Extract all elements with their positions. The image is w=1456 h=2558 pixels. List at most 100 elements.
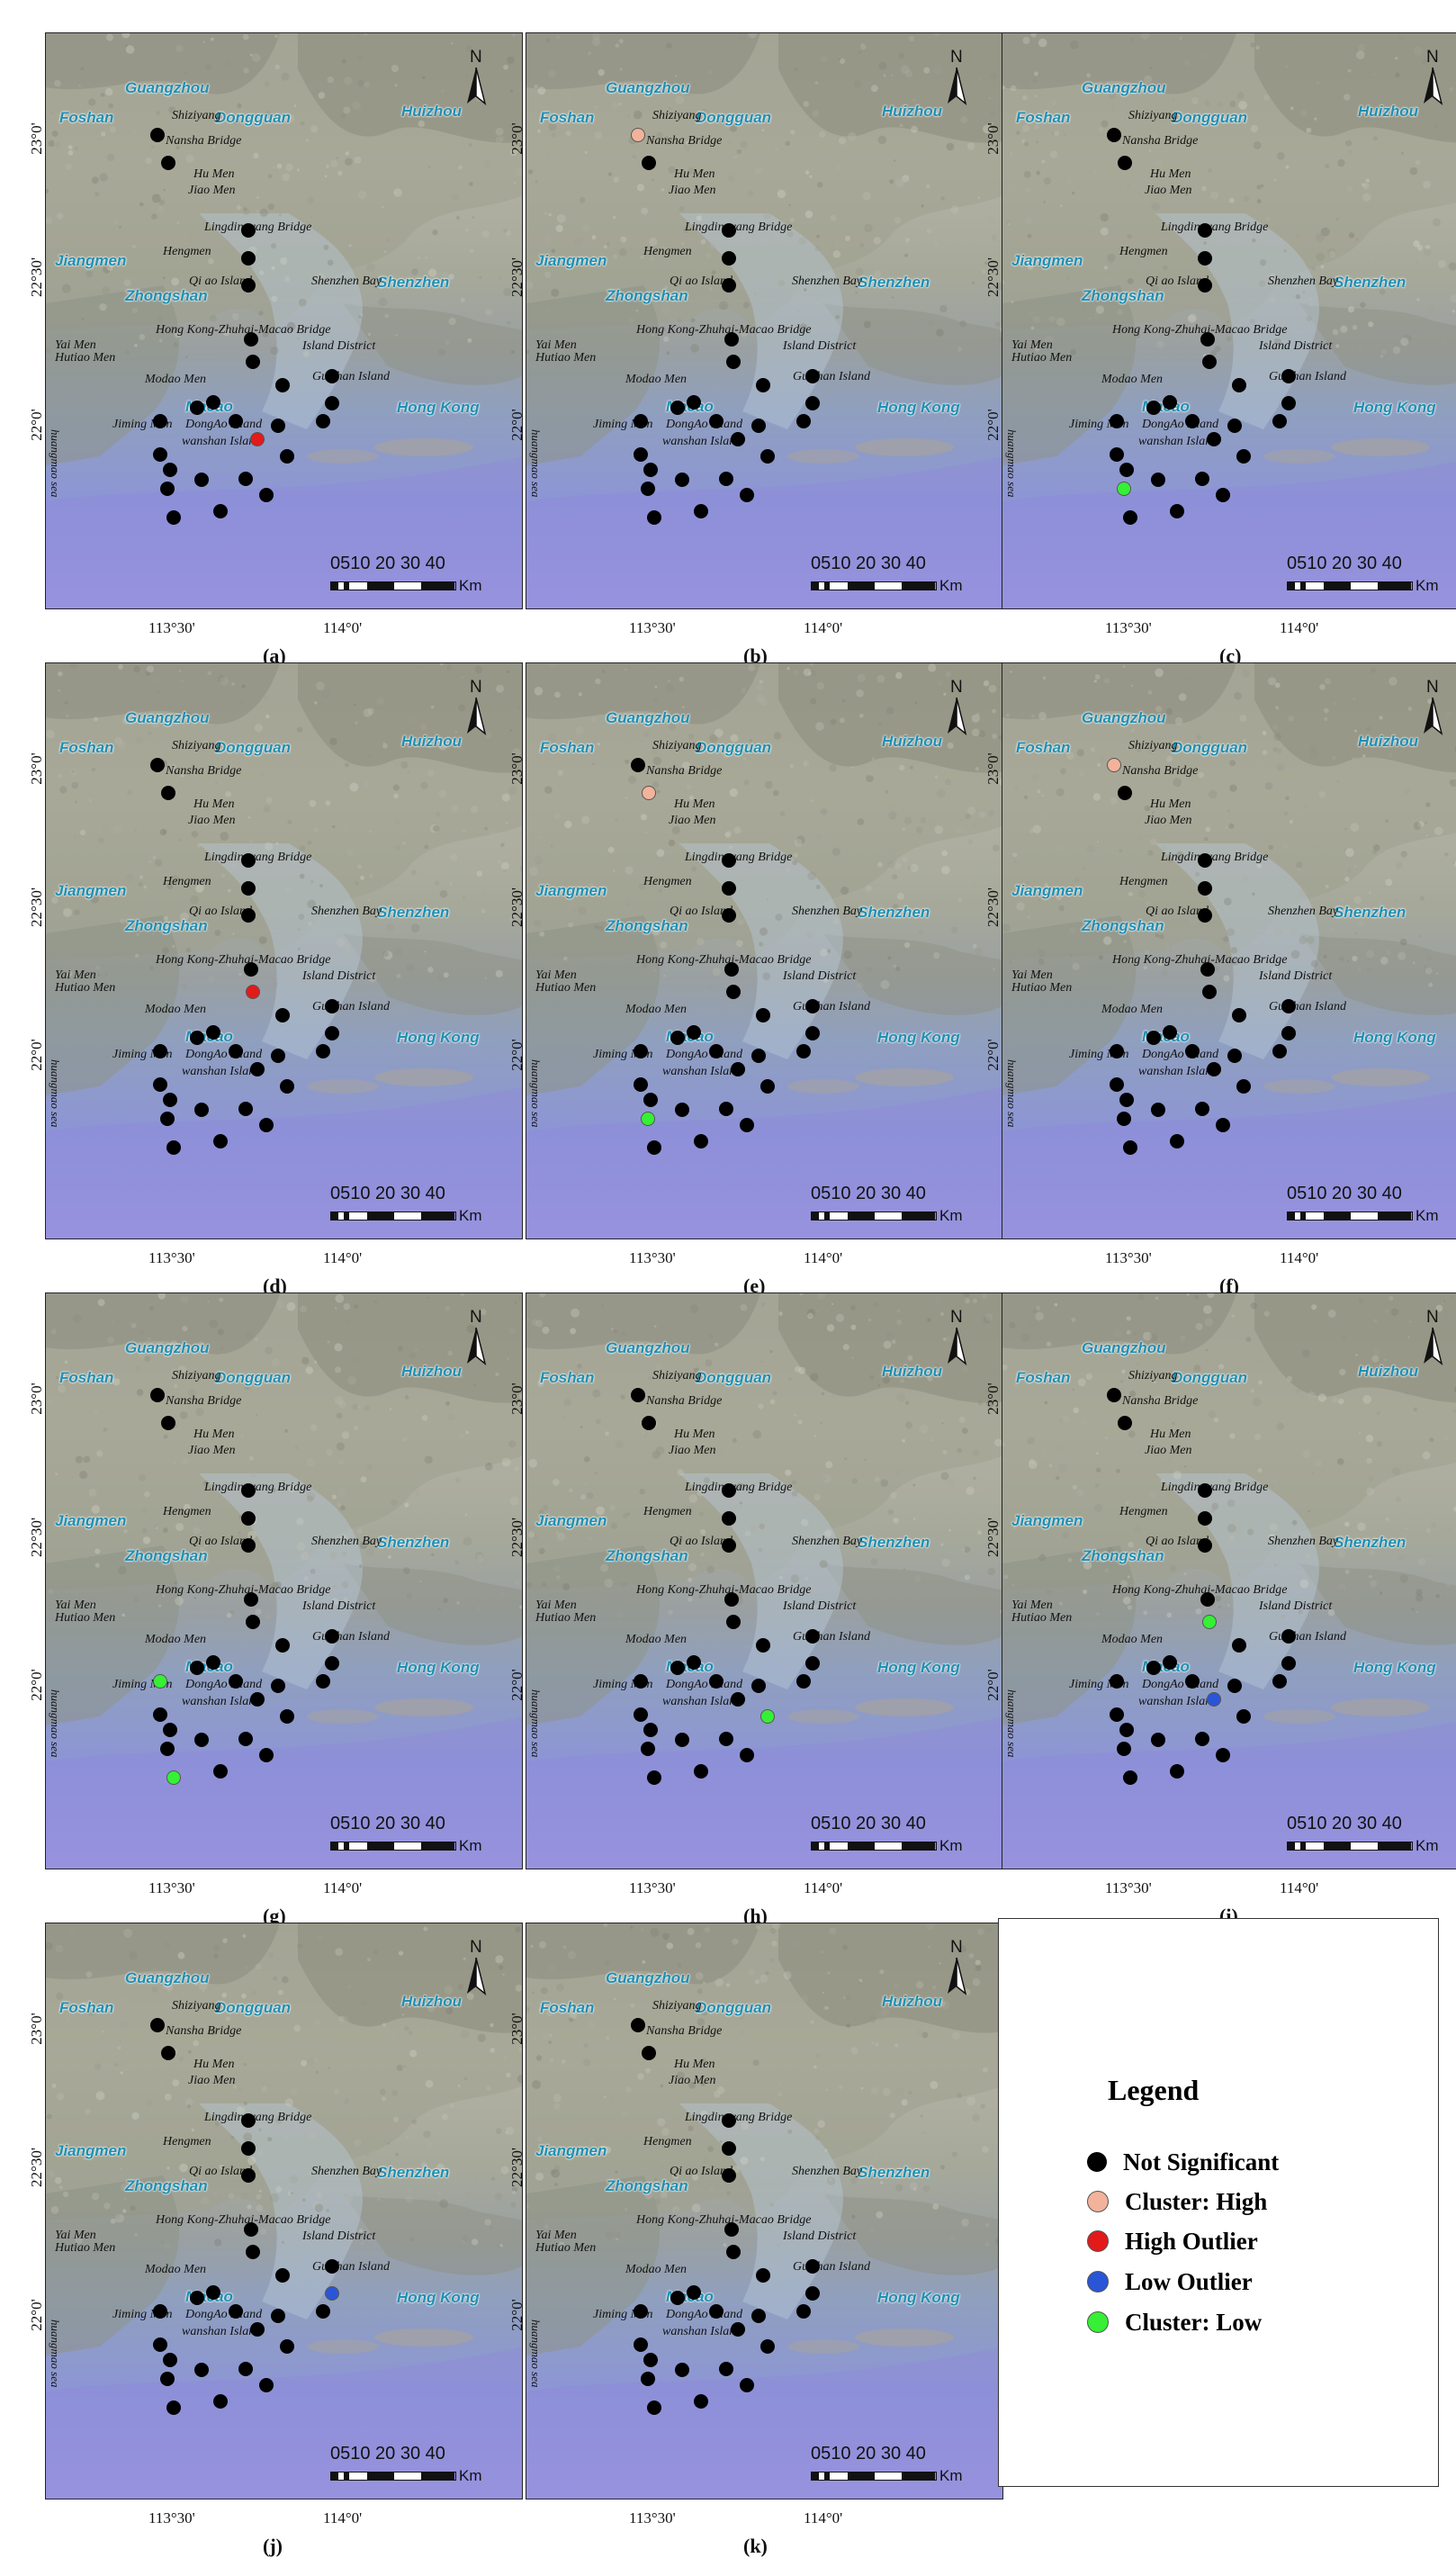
map-texture-speck: [1103, 936, 1111, 944]
map-texture-speck: [244, 1966, 247, 1969]
station-marker: [760, 1079, 775, 1094]
map-texture-speck: [1209, 168, 1212, 172]
map-texture-speck: [749, 664, 756, 671]
map-texture-speck: [644, 732, 650, 737]
latitude-label: 23°0': [508, 107, 526, 170]
map-texture-speck: [417, 257, 420, 260]
map-texture-speck: [135, 1366, 140, 1372]
station-marker: [241, 908, 256, 923]
map-texture-speck: [464, 2077, 468, 2081]
map-texture-speck: [696, 1942, 702, 1949]
map-texture-speck: [461, 298, 465, 302]
map-texture-speck: [794, 68, 797, 71]
map-texture-speck: [950, 205, 958, 213]
scale-unit: Km: [459, 1207, 482, 1225]
map-texture-speck: [381, 750, 383, 752]
map-texture-speck: [314, 828, 319, 833]
station-marker: [1119, 1723, 1134, 1737]
map-texture-speck: [741, 140, 748, 148]
map-texture-speck: [595, 1472, 598, 1474]
map-texture-speck: [1134, 1526, 1141, 1533]
feature-label: Jiao Men: [669, 1445, 715, 1457]
feature-label: Hengmen: [643, 246, 692, 258]
map-texture-speck: [243, 2132, 252, 2141]
station-marker: [1146, 401, 1161, 415]
feature-label: Hutiao Men: [535, 982, 596, 995]
map-texture-speck: [465, 229, 468, 231]
station-marker: [687, 1025, 701, 1040]
map-texture-speck: [645, 832, 647, 833]
north-arrow-shape: [939, 678, 975, 741]
map-texture-speck: [94, 2063, 101, 2069]
map-texture-speck: [1325, 164, 1329, 168]
map-texture-speck: [237, 104, 241, 108]
map-texture-speck: [1354, 730, 1357, 733]
map-texture-speck: [1366, 178, 1370, 182]
map-texture-speck: [1411, 1608, 1414, 1610]
scale-bar-graphic: [811, 2472, 937, 2481]
feature-label: Guishan Island: [312, 371, 390, 383]
map-texture-speck: [139, 334, 145, 340]
map-texture-speck: [1373, 136, 1378, 140]
map-texture-speck: [851, 1357, 853, 1359]
map-texture-speck: [1277, 748, 1282, 753]
map-texture-speck: [346, 833, 352, 839]
map-texture-speck: [897, 1393, 906, 1402]
map-texture-speck: [1062, 1532, 1069, 1539]
map-texture-speck: [548, 69, 556, 77]
map-texture-speck: [992, 235, 998, 241]
map-texture-speck: [156, 111, 160, 115]
map-texture-speck: [759, 927, 768, 935]
map-texture-speck: [583, 2043, 588, 2048]
map-texture-speck: [808, 671, 812, 675]
map-texture-speck: [805, 211, 813, 219]
map-texture-speck: [1196, 1323, 1203, 1330]
map-texture-speck: [819, 131, 825, 138]
station-marker: [241, 251, 256, 266]
map-texture-speck: [63, 908, 72, 917]
map-texture-speck: [613, 216, 616, 220]
map-texture-speck: [589, 1537, 592, 1541]
city-label: Guangzhou: [125, 1970, 209, 1986]
map-texture-speck: [243, 34, 249, 41]
station-marker: [726, 985, 741, 999]
map-texture-speck: [274, 167, 275, 168]
map-texture-speck: [85, 2109, 91, 2115]
map-texture-speck: [1104, 678, 1110, 683]
map-texture-speck: [354, 157, 361, 164]
map-texture-speck: [743, 302, 750, 308]
map-texture-speck: [406, 2136, 409, 2139]
map-texture-speck: [878, 62, 886, 70]
map-texture-speck: [727, 175, 734, 182]
map-texture-speck: [238, 2088, 241, 2091]
map-texture-speck: [301, 305, 304, 309]
feature-label: Hu Men: [1150, 168, 1191, 181]
map-texture-speck: [1170, 1565, 1176, 1572]
map-texture-speck: [1328, 1310, 1336, 1318]
map-texture-speck: [1128, 1431, 1136, 1438]
map-texture-speck: [92, 2193, 99, 2200]
legend-marker: [1087, 2271, 1109, 2292]
map-texture-speck: [846, 1995, 851, 2000]
latitude-label: 23°0': [984, 107, 1002, 170]
scale-segment: [367, 2472, 394, 2480]
map-texture-speck: [890, 2112, 895, 2118]
map-texture-speck: [584, 1456, 589, 1462]
map-texture-speck: [310, 216, 313, 219]
station-marker: [631, 758, 645, 772]
map-texture-speck: [164, 1435, 168, 1439]
station-marker: [241, 853, 256, 868]
station-marker: [213, 504, 228, 518]
legend-item-label: High Outlier: [1125, 2228, 1258, 2256]
map-texture-speck: [528, 1459, 537, 1468]
map-texture-speck: [171, 278, 179, 286]
feature-label: Nansha Bridge: [166, 1395, 241, 1408]
map-texture-speck: [1318, 1393, 1326, 1401]
station-marker: [634, 414, 648, 428]
scale-segment: [394, 582, 421, 590]
map-texture-speck: [1377, 1411, 1380, 1415]
map-texture-speck: [709, 1334, 713, 1338]
city-label: Zhongshan: [606, 2178, 688, 2193]
